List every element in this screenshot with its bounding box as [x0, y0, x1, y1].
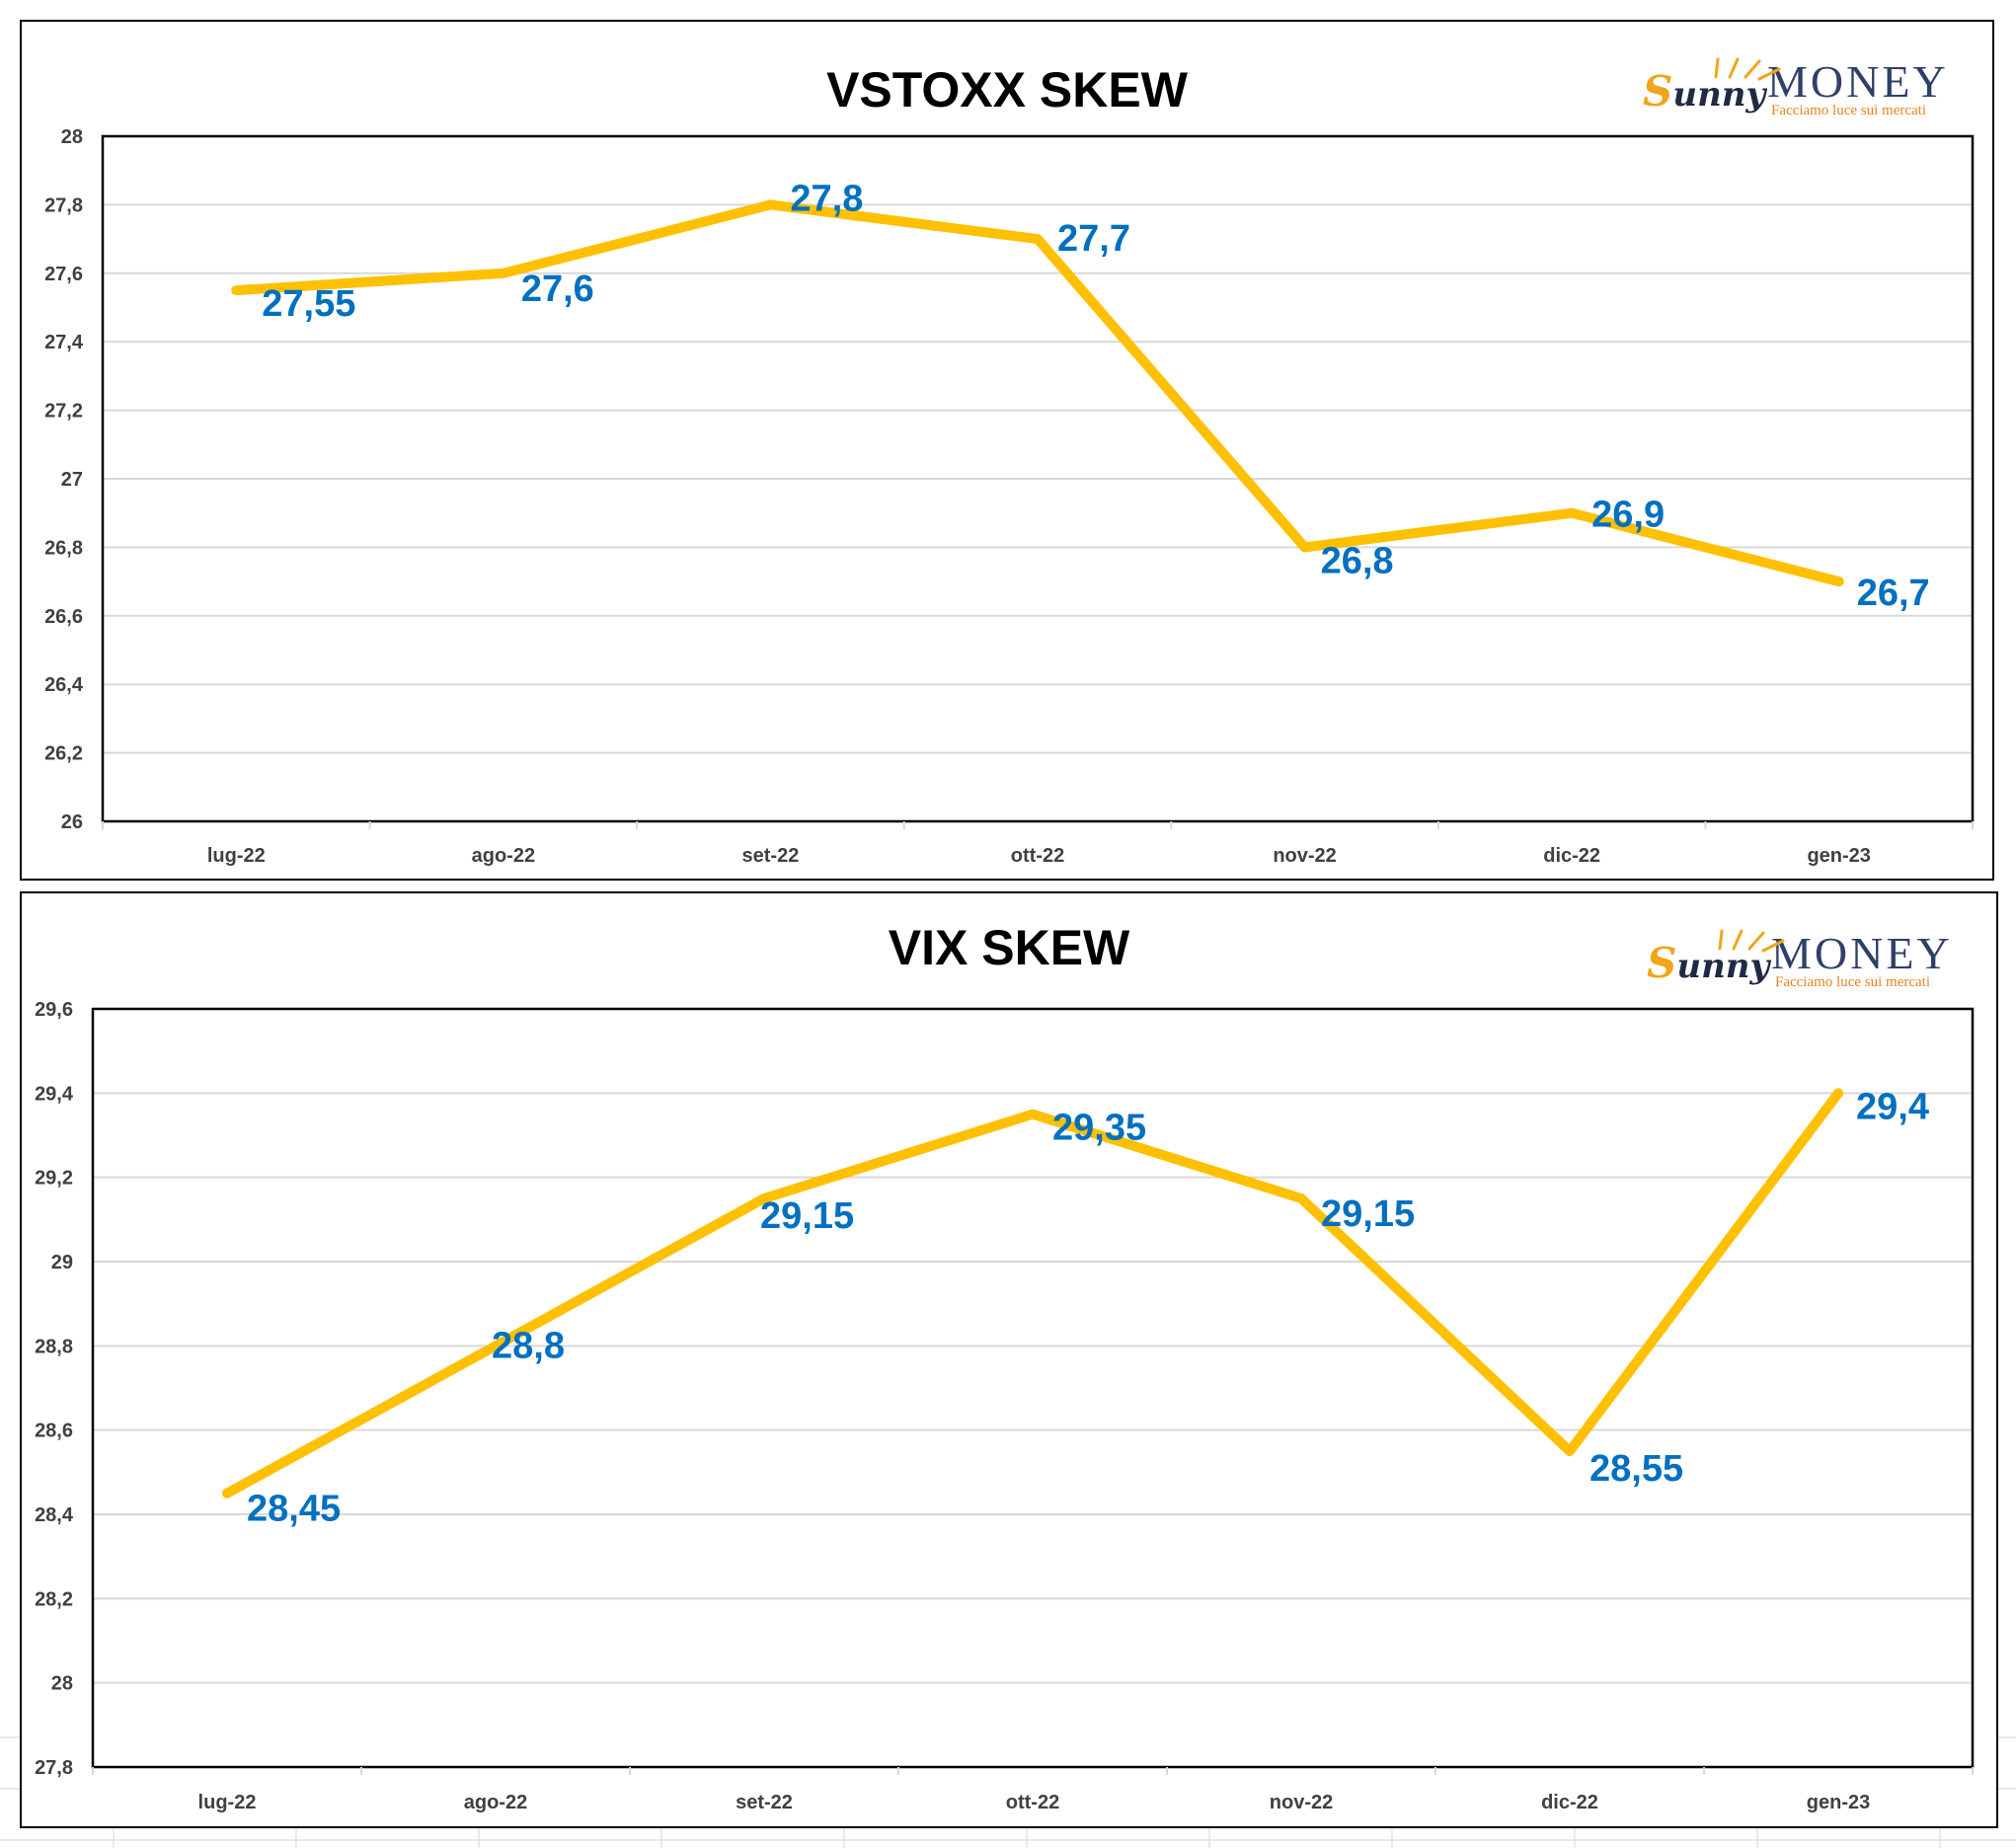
data-label: 27,6 — [521, 269, 594, 310]
data-label: 27,7 — [1057, 218, 1130, 260]
sunny-money-logo: Sunny MONEY Facciamo luce sui mercati — [1645, 923, 1971, 996]
x-tick-label: gen-23 — [1807, 845, 1870, 867]
x-tick-label: set-22 — [742, 845, 800, 867]
x-tick-label: nov-22 — [1273, 845, 1336, 867]
x-tick-label: gen-23 — [1807, 1792, 1870, 1813]
data-point — [1833, 577, 1844, 587]
x-tick-label: set-22 — [736, 1792, 793, 1813]
logo-tagline: Facciamo luce sui mercati — [1771, 103, 1927, 118]
y-tick-label: 27,8 — [35, 1757, 73, 1779]
plot-area-border — [91, 1007, 1975, 1769]
logo-word: MONEY — [1771, 928, 1953, 978]
y-tick-label: 28,8 — [35, 1336, 73, 1357]
x-tick-label: ago-22 — [464, 1792, 527, 1813]
data-point — [1567, 507, 1578, 518]
data-point — [498, 268, 508, 278]
x-tick-label: ott-22 — [1006, 1792, 1059, 1813]
y-tick-label: 27,8 — [44, 194, 83, 216]
data-label: 29,4 — [1856, 1086, 1929, 1127]
y-tick-label: 27,4 — [44, 332, 84, 353]
logo-tagline: Facciamo luce sui mercati — [1775, 974, 1931, 990]
y-tick-label: 28 — [61, 126, 83, 148]
data-label: 27,8 — [790, 178, 863, 219]
chart-title: VSTOXX SKEW — [826, 62, 1188, 117]
logo-brand: Sunny — [1647, 939, 1770, 987]
y-tick-label: 27 — [61, 469, 83, 491]
sunny-money-logo: Sunny MONEY Facciamo luce sui mercati — [1641, 51, 1967, 124]
data-point — [1033, 234, 1043, 245]
y-tick-label: 26,8 — [44, 537, 83, 559]
chart-panel-vstoxx[interactable]: VSTOXX SKEW Sunny MONEY Facciamo luce su… — [20, 20, 1994, 881]
y-tick-label: 29,6 — [35, 999, 73, 1021]
logo-brand: Sunny — [1643, 67, 1766, 116]
data-point — [222, 1488, 232, 1499]
y-tick-label: 29,2 — [35, 1168, 73, 1190]
data-label: 29,35 — [1052, 1108, 1146, 1149]
y-tick-label: 29,4 — [35, 1083, 74, 1105]
sun-rays-icon — [1714, 57, 1781, 81]
x-tick-label: lug-22 — [207, 845, 266, 867]
y-tick-label: 27,2 — [44, 401, 83, 423]
data-point — [231, 285, 242, 296]
y-tick-label: 26,6 — [44, 606, 83, 628]
data-label: 28,55 — [1590, 1448, 1683, 1490]
data-label: 28,8 — [492, 1325, 565, 1366]
series-line — [222, 1088, 1843, 1499]
y-tick-label: 28 — [51, 1673, 73, 1695]
sun-rays-icon — [1718, 929, 1785, 953]
y-tick-label: 28,4 — [35, 1504, 74, 1526]
x-tick-label: lug-22 — [198, 1792, 257, 1813]
data-point — [1299, 542, 1310, 553]
y-tick-label: 26,4 — [44, 674, 84, 696]
x-tick-label: ott-22 — [1011, 845, 1064, 867]
line-chart-vix: 27,8 28 28,2 28,4 28,6 28,8 29 29,2 29,4 29,6 lug-… — [35, 999, 1975, 1813]
data-label: 28,45 — [247, 1489, 341, 1530]
data-label: 29,15 — [760, 1195, 854, 1237]
data-label: 26,8 — [1321, 540, 1394, 581]
plot-area-border — [101, 134, 1975, 823]
data-point — [491, 1341, 501, 1351]
chart-panel-vix[interactable]: VIX SKEW Sunny MONEY Facciamo luce sui m… — [20, 891, 1998, 1828]
x-tick-label: dic-22 — [1543, 845, 1600, 867]
y-tick-label: 26,2 — [44, 743, 83, 765]
logo-word: MONEY — [1767, 56, 1949, 107]
line-chart-vstoxx: 26 26,2 26,4 26,6 26,8 27 27,2 27,4 27,6 27,8 28 lu… — [44, 126, 1975, 867]
data-label: 26,9 — [1591, 495, 1665, 536]
y-tick-label: 27,6 — [44, 264, 83, 285]
chart-title: VIX SKEW — [888, 920, 1130, 975]
y-tick-label: 29 — [51, 1252, 73, 1273]
data-label: 27,55 — [262, 283, 355, 325]
data-point — [1565, 1446, 1575, 1456]
y-tick-label: 28,6 — [35, 1421, 73, 1442]
data-point — [1028, 1109, 1038, 1119]
data-label: 29,15 — [1321, 1194, 1415, 1235]
y-tick-label: 26 — [61, 811, 83, 833]
data-label: 26,7 — [1857, 573, 1930, 614]
data-point — [1833, 1088, 1843, 1099]
y-tick-label: 28,2 — [35, 1588, 73, 1610]
data-point — [759, 1194, 769, 1203]
data-point — [765, 199, 776, 210]
data-point — [1296, 1194, 1306, 1203]
x-tick-label: dic-22 — [1541, 1792, 1598, 1813]
x-tick-label: ago-22 — [472, 845, 535, 867]
x-tick-label: nov-22 — [1270, 1792, 1333, 1813]
